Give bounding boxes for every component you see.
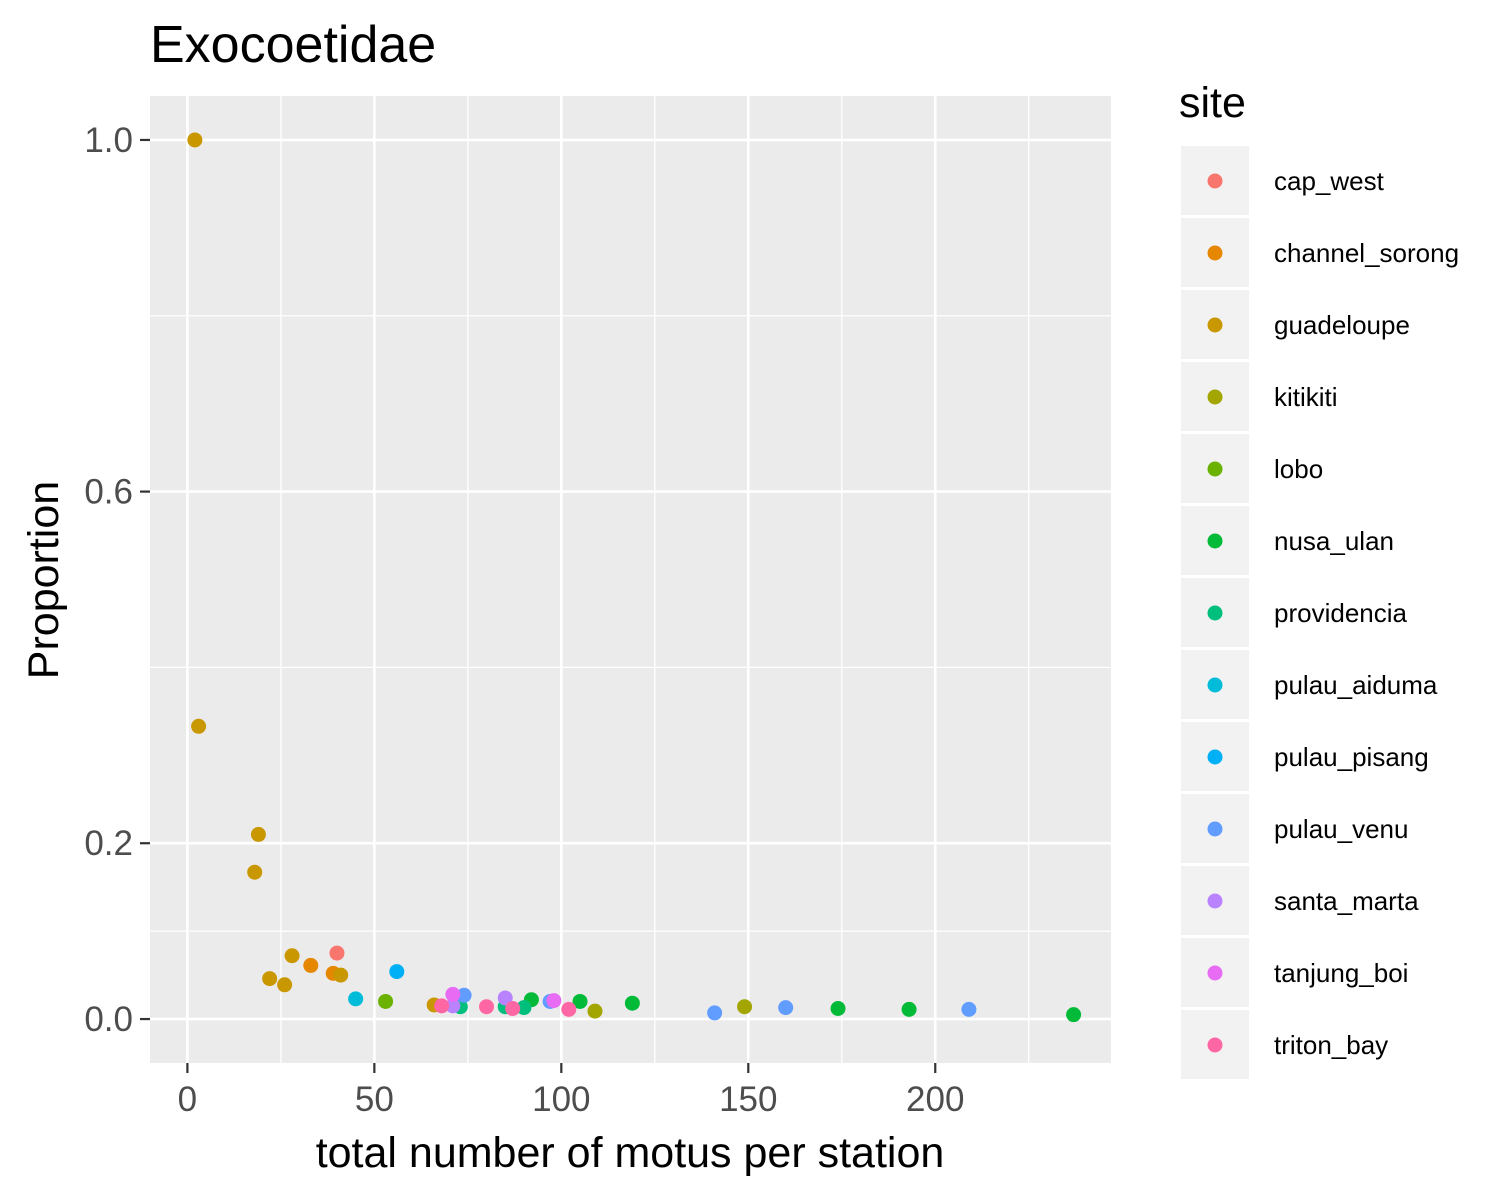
- point-santa_marta-0: [445, 998, 461, 1014]
- legend-label-triton_bay: triton_bay: [1274, 1030, 1388, 1060]
- point-triton_bay-2: [505, 1000, 521, 1016]
- x-tick-label-1: 50: [355, 1080, 394, 1119]
- point-guadeloupe-6: [277, 977, 293, 993]
- point-lobo-0: [378, 993, 394, 1009]
- point-pulau_venu-3: [778, 1000, 794, 1016]
- point-tanjung_boi-0: [445, 986, 461, 1002]
- legend-label-pulau_venu: pulau_venu: [1274, 814, 1408, 844]
- legend-dot-kitikiti: [1207, 389, 1223, 405]
- legend-label-nusa_ulan: nusa_ulan: [1274, 526, 1394, 556]
- point-nusa_ulan-5: [1066, 1007, 1082, 1023]
- legend-dot-channel_sorong: [1207, 245, 1223, 261]
- legend-label-lobo: lobo: [1274, 454, 1323, 484]
- major-gridlines: [150, 96, 1111, 1063]
- legend-dot-nusa_ulan: [1207, 533, 1223, 549]
- point-guadeloupe-2: [250, 826, 266, 842]
- legend-label-pulau_aiduma: pulau_aiduma: [1274, 670, 1438, 700]
- point-guadeloupe-5: [262, 971, 278, 987]
- point-nusa_ulan-4: [901, 1001, 917, 1017]
- y-axis-title: Proportion: [20, 481, 68, 679]
- point-channel_sorong-0: [303, 957, 319, 973]
- legend-items: cap_west channel_sorong guadeloupe kitikiti…: [1181, 146, 1459, 1079]
- point-nusa_ulan-3: [830, 1000, 846, 1016]
- point-kitikiti-1: [737, 999, 753, 1015]
- x-tick-label-0: 0: [178, 1080, 197, 1119]
- legend-label-tanjung_boi: tanjung_boi: [1274, 958, 1408, 988]
- point-pulau_venu-2: [707, 1005, 723, 1021]
- legend-label-cap_west: cap_west: [1274, 166, 1385, 196]
- legend-dot-guadeloupe: [1207, 317, 1223, 333]
- legend-dot-tanjung_boi: [1207, 965, 1223, 981]
- axis-ticks: 0 50 100 150 200 0.0 0.2 0.6 1.0: [84, 121, 964, 1119]
- point-providencia-2: [516, 1000, 532, 1016]
- point-triton_bay-1: [479, 999, 495, 1015]
- legend-label-pulau_pisang: pulau_pisang: [1274, 742, 1429, 772]
- legend-dot-pulau_aiduma: [1207, 677, 1223, 693]
- legend-title: site: [1179, 79, 1246, 127]
- legend-dot-pulau_pisang: [1207, 749, 1223, 765]
- point-pulau_pisang-0: [389, 964, 405, 980]
- legend-dot-lobo: [1207, 461, 1223, 477]
- legend-dot-santa_marta: [1207, 893, 1223, 909]
- legend-dot-triton_bay: [1207, 1037, 1223, 1053]
- legend: site cap_west channel_sorong guadeloupe kit…: [1179, 79, 1459, 1079]
- y-tick-label-0: 0.0: [84, 1000, 133, 1039]
- point-nusa_ulan-2: [624, 995, 640, 1011]
- point-pulau_venu-4: [961, 1001, 977, 1017]
- x-tick-label-3: 150: [719, 1080, 777, 1119]
- legend-label-channel_sorong: channel_sorong: [1274, 238, 1459, 268]
- data-points: [187, 132, 1082, 1023]
- legend-dot-providencia: [1207, 605, 1223, 621]
- point-guadeloupe-7: [333, 967, 349, 983]
- legend-dot-cap_west: [1207, 173, 1223, 189]
- y-tick-label-1: 0.2: [84, 824, 133, 863]
- x-axis-title: total number of motus per station: [316, 1129, 945, 1177]
- point-cap_west-0: [329, 945, 345, 961]
- y-tick-label-2: 0.6: [84, 473, 133, 512]
- point-guadeloupe-0: [187, 132, 203, 148]
- y-tick-label-3: 1.0: [84, 121, 133, 160]
- legend-label-guadeloupe: guadeloupe: [1274, 310, 1410, 340]
- plot-panel: [150, 96, 1111, 1063]
- point-guadeloupe-1: [191, 718, 207, 734]
- point-triton_bay-3: [561, 1001, 577, 1017]
- legend-label-santa_marta: santa_marta: [1274, 886, 1419, 916]
- x-tick-label-2: 100: [532, 1080, 590, 1119]
- point-santa_marta-1: [497, 990, 513, 1006]
- legend-label-providencia: providencia: [1274, 598, 1408, 628]
- point-guadeloupe-3: [247, 864, 263, 880]
- legend-dot-pulau_venu: [1207, 821, 1223, 837]
- point-triton_bay-0: [434, 998, 450, 1014]
- point-kitikiti-0: [587, 1003, 603, 1019]
- point-pulau_aiduma-0: [348, 991, 364, 1007]
- point-guadeloupe-4: [284, 948, 300, 964]
- chart-title: Exocoetidae: [150, 16, 436, 74]
- point-pulau_venu-0: [456, 987, 472, 1003]
- legend-label-kitikiti: kitikiti: [1274, 382, 1338, 412]
- point-nusa_ulan-1: [572, 993, 588, 1009]
- point-tanjung_boi-1: [546, 993, 562, 1009]
- minor-gridlines: [150, 96, 1111, 1063]
- x-tick-label-4: 200: [906, 1080, 964, 1119]
